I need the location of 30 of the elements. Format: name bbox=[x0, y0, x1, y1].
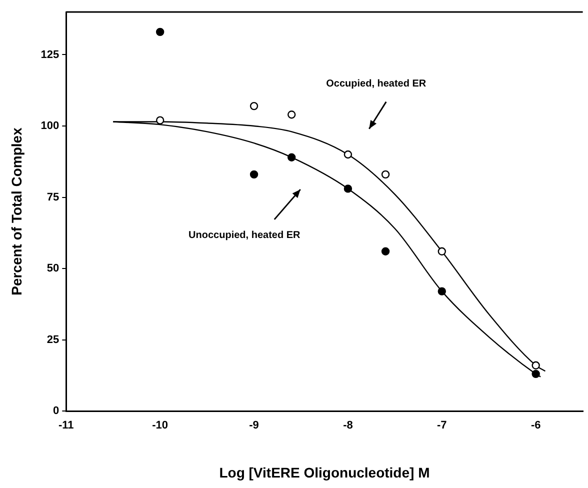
annotation: Occupied, heated ER bbox=[326, 78, 427, 90]
point bbox=[344, 184, 352, 193]
y-tick-label: 50 bbox=[46, 262, 60, 275]
point bbox=[344, 150, 352, 159]
y-tick-label: 75 bbox=[46, 191, 60, 204]
x-tick-label: -7 bbox=[437, 420, 447, 432]
x-tick-label: -6 bbox=[530, 420, 541, 432]
y-tick-label: 0 bbox=[53, 405, 60, 418]
point bbox=[156, 28, 164, 36]
point bbox=[156, 116, 164, 124]
point bbox=[532, 370, 540, 378]
annotation: Unoccupied, heated ER bbox=[188, 230, 302, 242]
x-tick-label: -10 bbox=[152, 420, 168, 432]
point bbox=[288, 110, 296, 119]
y-tick-label: 25 bbox=[46, 334, 60, 346]
y-tick-label: 125 bbox=[40, 48, 60, 61]
y-axis-title: Percent of Total Complex bbox=[8, 127, 24, 296]
point bbox=[250, 102, 258, 110]
point bbox=[438, 247, 446, 256]
x-axis-title: Log [VitERE Oligonucleotide] M bbox=[219, 464, 430, 480]
point bbox=[381, 170, 390, 179]
x-tick-label: -8 bbox=[343, 420, 353, 432]
point bbox=[250, 170, 258, 179]
x-tick-label: -11 bbox=[58, 420, 74, 432]
y-tick-label: 100 bbox=[40, 120, 60, 132]
point bbox=[438, 287, 446, 296]
point bbox=[288, 153, 296, 162]
x-tick-label: -9 bbox=[249, 420, 259, 432]
point bbox=[532, 361, 540, 370]
point bbox=[381, 247, 390, 256]
